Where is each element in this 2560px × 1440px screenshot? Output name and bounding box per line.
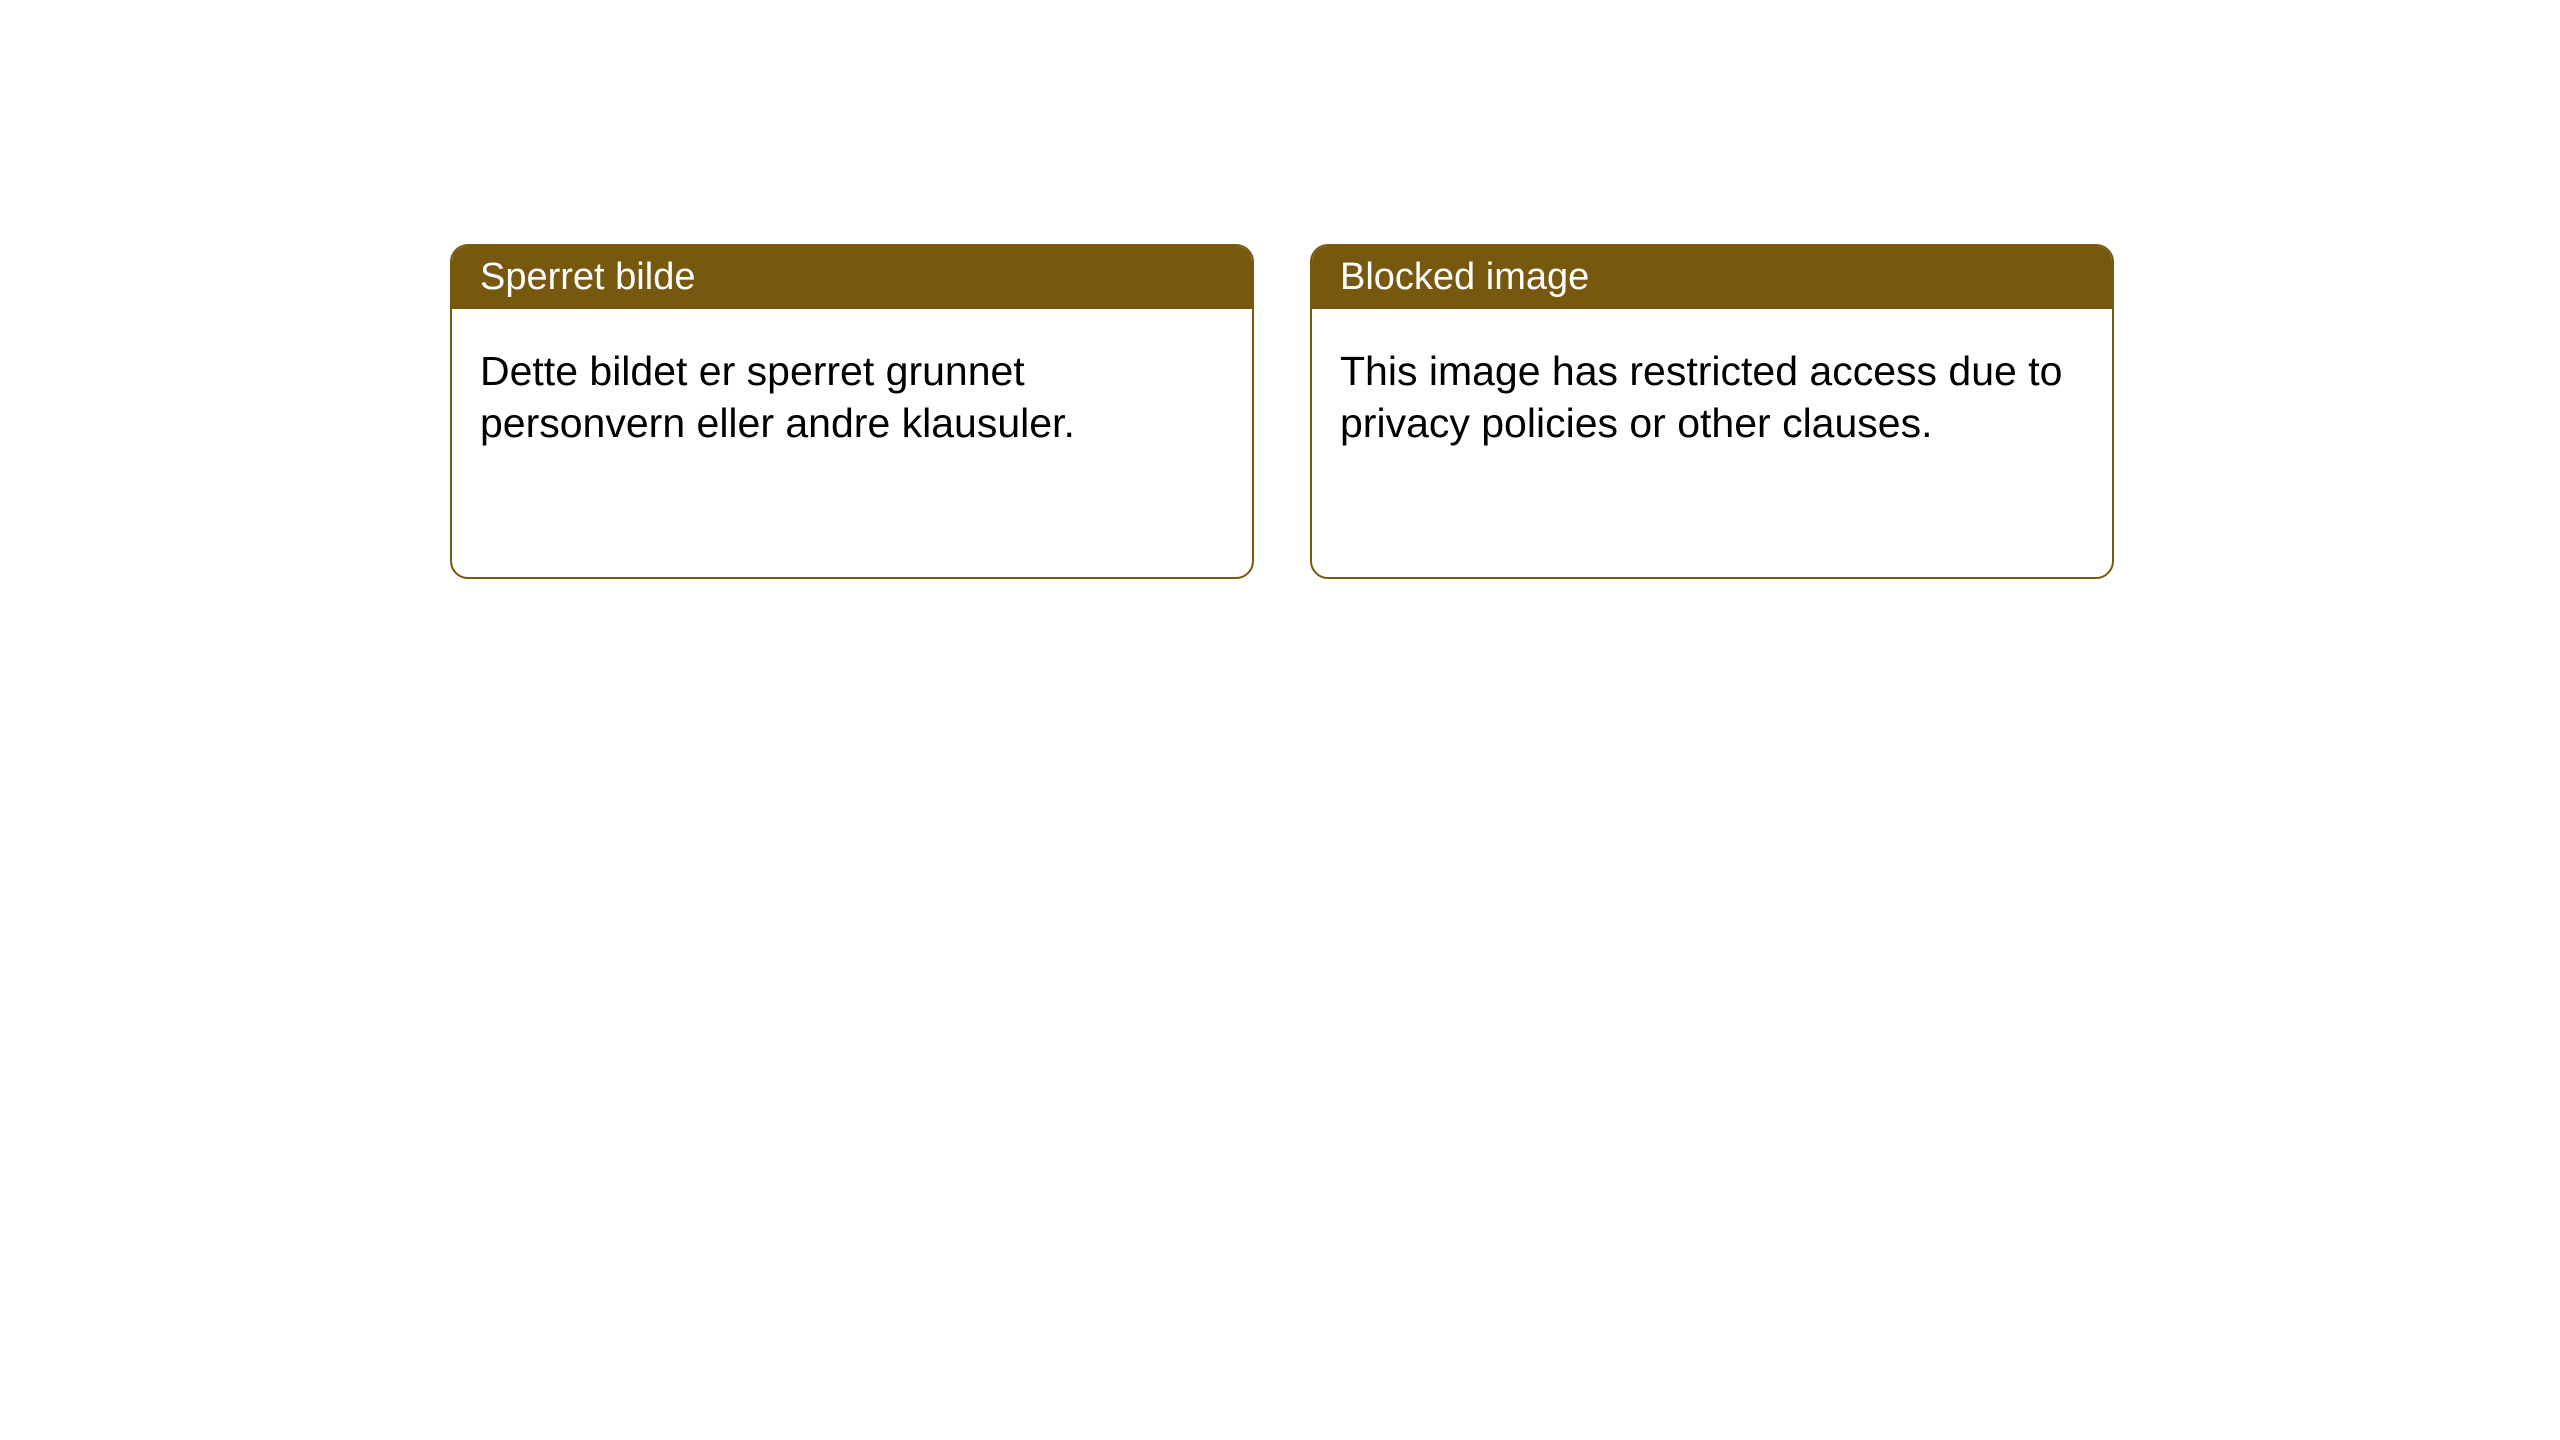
card-title: Blocked image (1340, 256, 1589, 298)
card-header: Blocked image (1312, 246, 2112, 309)
info-card-english: Blocked image This image has restricted … (1310, 244, 2114, 579)
info-cards-container: Sperret bilde Dette bildet er sperret gr… (450, 244, 2114, 579)
card-body: Dette bildet er sperret grunnet personve… (452, 309, 1252, 486)
info-card-norwegian: Sperret bilde Dette bildet er sperret gr… (450, 244, 1254, 579)
card-body-text: Dette bildet er sperret grunnet personve… (480, 348, 1075, 446)
card-header: Sperret bilde (452, 246, 1252, 309)
card-body-text: This image has restricted access due to … (1340, 348, 2062, 446)
card-body: This image has restricted access due to … (1312, 309, 2112, 486)
card-title: Sperret bilde (480, 256, 695, 298)
